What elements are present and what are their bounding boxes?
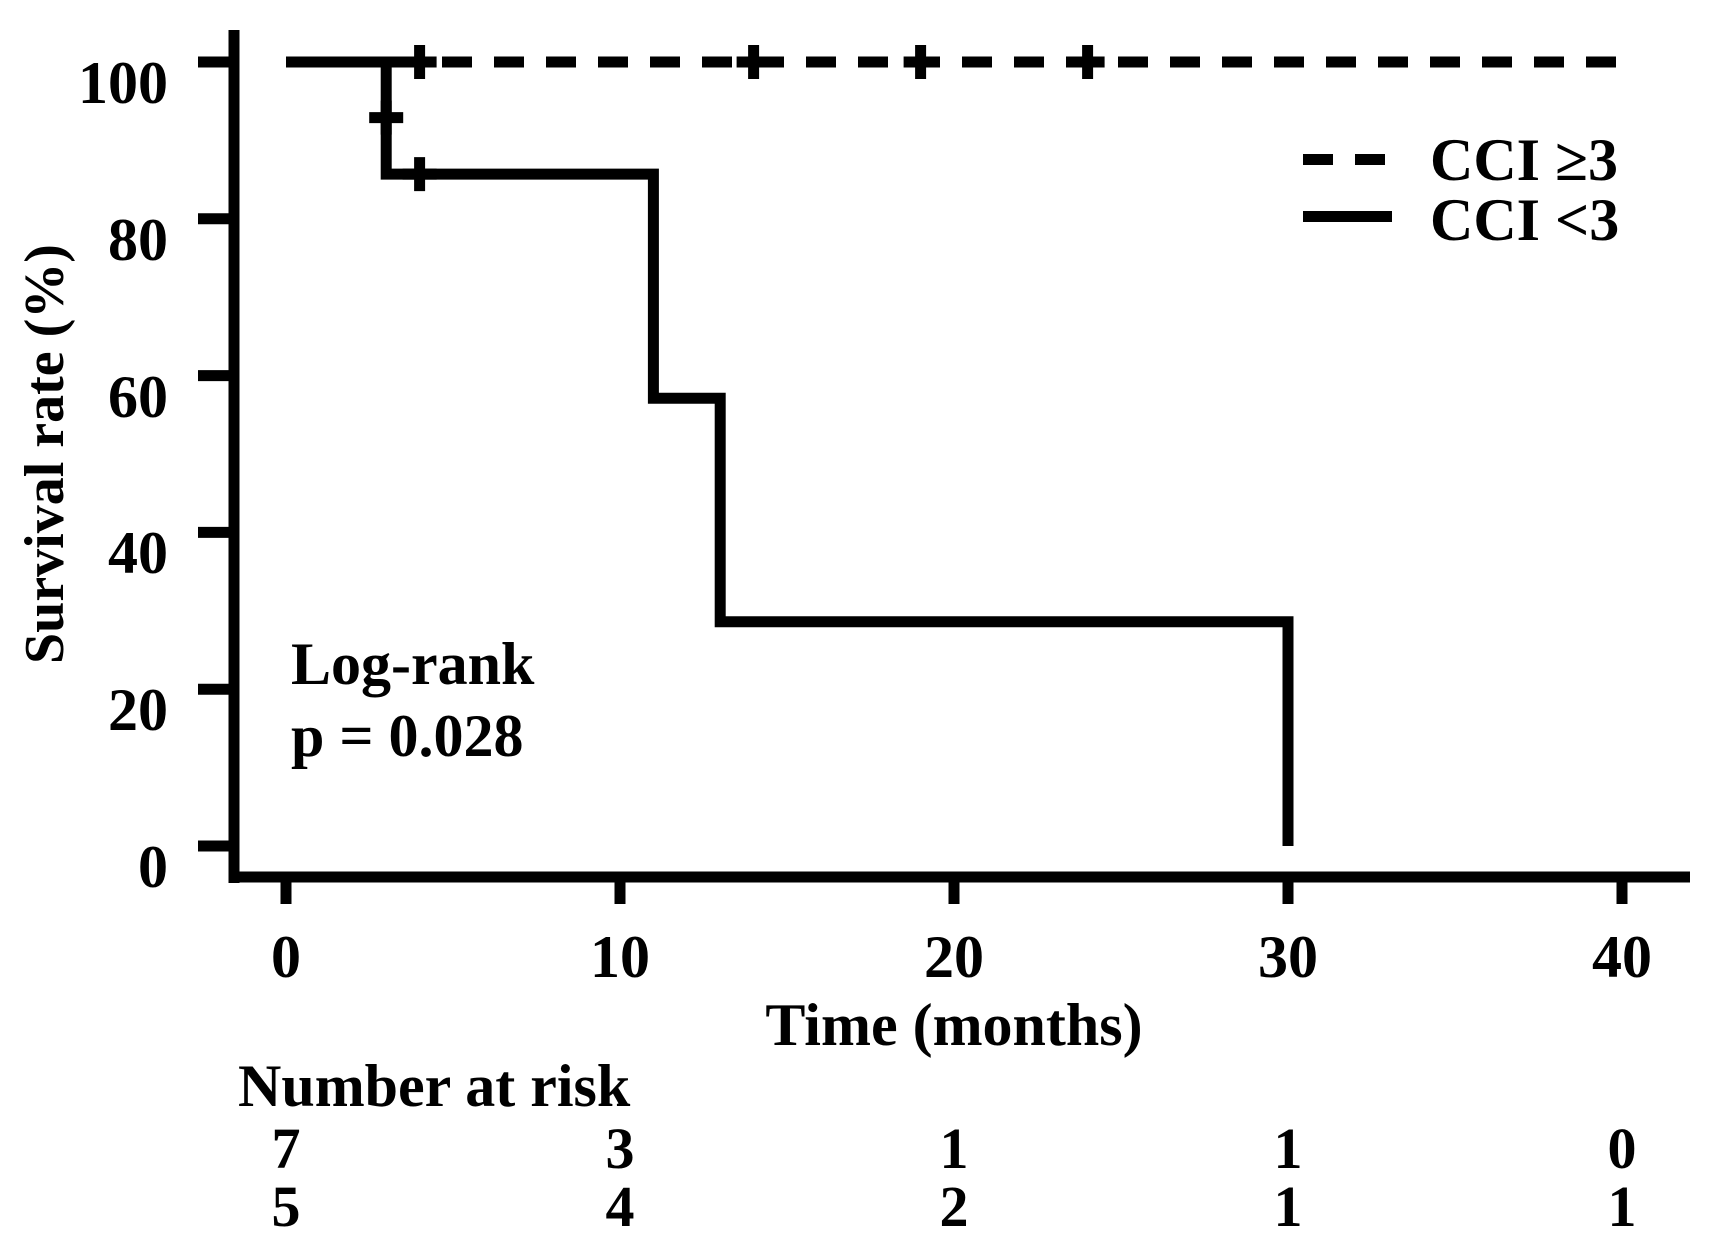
legend-dashed-line-sample (1303, 154, 1385, 165)
y-tick-label-0: 0 (138, 834, 168, 900)
x-tick-label-30: 30 (1258, 924, 1318, 990)
x-tick-label-10: 10 (590, 924, 650, 990)
y-axis-title: Survival rate (%) (14, 244, 76, 664)
y-tick-label-40: 40 (108, 520, 168, 586)
y-tick-label-60: 60 (108, 364, 168, 430)
logrank-annotation-line1: Log-rank (291, 631, 535, 697)
risk-row1-col4: 0 (1607, 1116, 1637, 1181)
risk-row2-col1: 4 (605, 1174, 635, 1239)
x-axis-title: Time (months) (765, 992, 1143, 1058)
x-tick-label-0: 0 (271, 924, 301, 990)
risk-row1-col0: 7 (271, 1116, 301, 1181)
legend-solid-line-sample (1303, 211, 1392, 222)
legend-label-cci-lt3: CCI <3 (1430, 187, 1620, 253)
risk-row1-col2: 1 (939, 1116, 969, 1181)
risk-row2-col0: 5 (271, 1174, 301, 1239)
risk-row2-col2: 2 (939, 1174, 969, 1239)
legend-label-cci-ge3: CCI ≥3 (1430, 127, 1618, 193)
y-tick-label-20: 20 (108, 677, 168, 743)
x-tick-label-20: 20 (924, 924, 984, 990)
y-tick-label-80: 80 (108, 207, 168, 273)
x-tick-label-40: 40 (1592, 924, 1652, 990)
risk-row1-col3: 1 (1273, 1116, 1303, 1181)
risk-row2-col3: 1 (1273, 1174, 1303, 1239)
survival-curve-cci-lt3 (286, 56, 1294, 846)
logrank-annotation-line2: p = 0.028 (291, 703, 524, 769)
risk-row1-col1: 3 (605, 1116, 635, 1181)
number-at-risk-title: Number at risk (238, 1053, 631, 1119)
y-tick-label-100: 100 (78, 50, 168, 116)
risk-row2-col4: 1 (1607, 1174, 1637, 1239)
